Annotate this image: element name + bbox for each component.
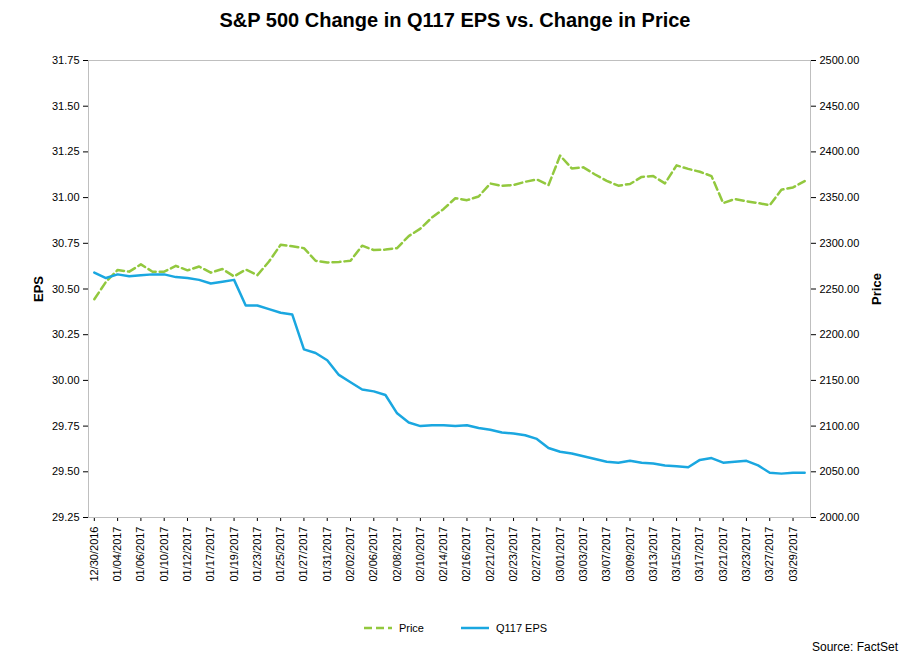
svg-text:01/04/2017: 01/04/2017 (111, 527, 123, 582)
svg-text:03/21/2017: 03/21/2017 (717, 527, 729, 582)
svg-text:29.25: 29.25 (52, 511, 80, 523)
svg-text:2250.00: 2250.00 (820, 283, 860, 295)
svg-text:30.00: 30.00 (52, 374, 80, 386)
svg-text:2300.00: 2300.00 (820, 237, 860, 249)
svg-text:03/17/2017: 03/17/2017 (693, 527, 705, 582)
svg-text:01/23/2017: 01/23/2017 (251, 527, 263, 582)
svg-text:2000.00: 2000.00 (820, 511, 860, 523)
svg-text:01/10/2017: 01/10/2017 (158, 527, 170, 582)
svg-text:01/25/2017: 01/25/2017 (274, 527, 286, 582)
svg-text:29.75: 29.75 (52, 420, 80, 432)
svg-text:01/31/2017: 01/31/2017 (321, 527, 333, 582)
svg-text:2100.00: 2100.00 (820, 420, 860, 432)
svg-text:03/01/2017: 03/01/2017 (554, 527, 566, 582)
html-text:Price: Price (398, 622, 424, 634)
svg-text:03/15/2017: 03/15/2017 (670, 527, 682, 582)
svg-text:29.50: 29.50 (52, 465, 80, 477)
svg-text:30.25: 30.25 (52, 328, 80, 340)
svg-text:03/27/2017: 03/27/2017 (763, 527, 775, 582)
svg-text:31.25: 31.25 (52, 145, 80, 157)
svg-text:01/06/2017: 01/06/2017 (134, 527, 146, 582)
svg-text:31.00: 31.00 (52, 191, 80, 203)
svg-text:01/19/2017: 01/19/2017 (228, 527, 240, 582)
svg-text:31.50: 31.50 (52, 100, 80, 112)
svg-text:02/23/2017: 02/23/2017 (507, 527, 519, 582)
html-text:Source: FactSet: Source: FactSet (812, 640, 898, 654)
svg-text:12/30/2016: 12/30/2016 (88, 527, 100, 582)
svg-text:30.50: 30.50 (52, 283, 80, 295)
svg-text:02/10/2017: 02/10/2017 (414, 527, 426, 582)
svg-text:03/29/2017: 03/29/2017 (787, 527, 799, 582)
html-text:Q117 EPS: Q117 EPS (495, 622, 548, 634)
html-text:S&P 500 Change in Q117 EPS vs.: S&P 500 Change in Q117 EPS vs. Change in… (219, 9, 691, 31)
svg-text:01/27/2017: 01/27/2017 (297, 527, 309, 582)
svg-text:02/27/2017: 02/27/2017 (530, 527, 542, 582)
svg-text:01/12/2017: 01/12/2017 (181, 527, 193, 582)
svg-text:30.75: 30.75 (52, 237, 80, 249)
svg-text:02/08/2017: 02/08/2017 (391, 527, 403, 582)
svg-text:2050.00: 2050.00 (820, 465, 860, 477)
svg-text:Price: Price (869, 273, 884, 305)
svg-text:2350.00: 2350.00 (820, 191, 860, 203)
svg-text:2200.00: 2200.00 (820, 328, 860, 340)
svg-text:03/03/2017: 03/03/2017 (577, 527, 589, 582)
svg-text:2500.00: 2500.00 (820, 54, 860, 66)
svg-text:02/16/2017: 02/16/2017 (460, 527, 472, 582)
svg-text:03/07/2017: 03/07/2017 (600, 527, 612, 582)
svg-text:02/21/2017: 02/21/2017 (484, 527, 496, 582)
svg-text:03/13/2017: 03/13/2017 (647, 527, 659, 582)
svg-text:02/06/2017: 02/06/2017 (367, 527, 379, 582)
svg-text:01/17/2017: 01/17/2017 (204, 527, 216, 582)
svg-text:31.75: 31.75 (52, 54, 80, 66)
svg-text:02/14/2017: 02/14/2017 (437, 527, 449, 582)
svg-text:2400.00: 2400.00 (820, 145, 860, 157)
svg-text:2150.00: 2150.00 (820, 374, 860, 386)
svg-text:03/09/2017: 03/09/2017 (624, 527, 636, 582)
svg-text:03/23/2017: 03/23/2017 (740, 527, 752, 582)
svg-text:02/02/2017: 02/02/2017 (344, 527, 356, 582)
svg-text:EPS: EPS (31, 276, 46, 302)
svg-text:2450.00: 2450.00 (820, 100, 860, 112)
